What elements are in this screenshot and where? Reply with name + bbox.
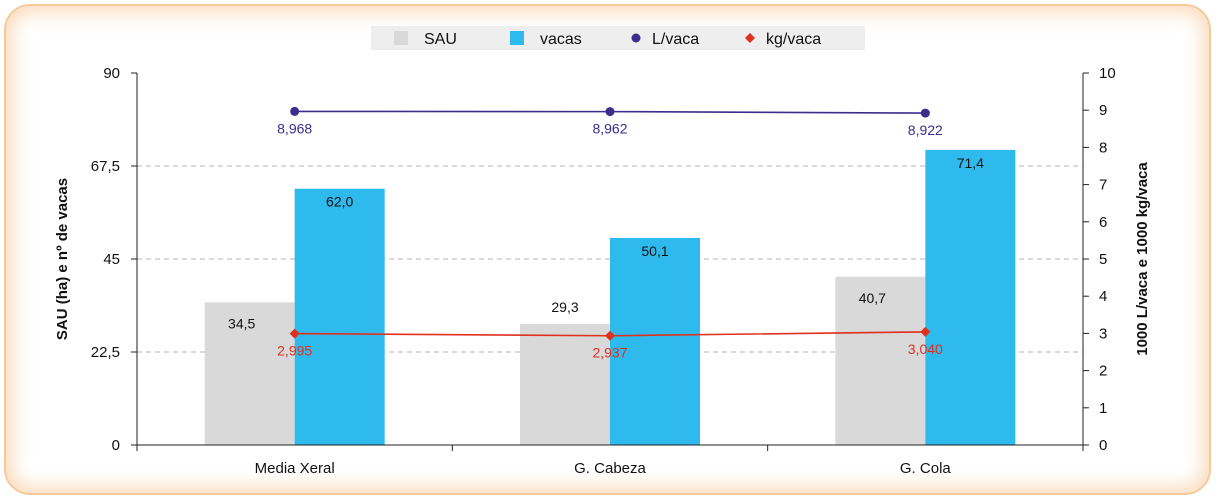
legend-label: kg/vaca (766, 31, 821, 48)
y-axis-title: SAU (ha) e nº de vacas (54, 178, 71, 340)
legend (371, 26, 865, 50)
legend-marker-diamond (745, 33, 755, 43)
y2-tick-label: 4 (1099, 288, 1107, 305)
x-tick-label: G. Cola (900, 460, 952, 477)
y2-tick-label: 6 (1099, 214, 1107, 231)
marker-circle (920, 108, 930, 118)
y2-tick-label: 5 (1099, 251, 1107, 268)
data-label: 29,3 (551, 299, 578, 315)
legend-swatch-vacas (510, 31, 524, 45)
y-tick-label: 22,5 (91, 344, 120, 361)
x-tick-label: G. Cabeza (574, 460, 646, 477)
y2-tick-label: 1 (1099, 400, 1107, 417)
data-label: 3,040 (908, 341, 943, 357)
data-label: 40,7 (859, 290, 886, 306)
y-tick-label: 0 (112, 437, 120, 454)
y2-axis-title: 1000 L/vaca e 1000 kg/vaca (1134, 162, 1151, 356)
data-label: 2,937 (592, 345, 627, 361)
bar-sau (520, 323, 610, 445)
marker-diamond (920, 326, 931, 337)
y2-tick-label: 0 (1099, 437, 1107, 454)
legend-swatch-sau (394, 31, 408, 45)
marker-diamond (605, 330, 615, 341)
marker-circle (290, 106, 300, 116)
data-label: 8,962 (592, 121, 627, 137)
legend-label: vacas (540, 31, 582, 48)
marker-diamond (289, 328, 300, 339)
marker-circle (605, 107, 615, 117)
data-label: 8,922 (908, 122, 943, 138)
legend-marker-circle (631, 33, 641, 43)
legend-label: L/vaca (652, 31, 699, 48)
bar-vacas (925, 149, 1016, 445)
y-tick-label: 45 (103, 251, 120, 268)
legend-label: SAU (424, 31, 457, 48)
bar-sau (204, 302, 295, 445)
data-label: 71,4 (957, 155, 984, 171)
y-tick-label: 90 (103, 65, 120, 82)
y2-tick-label: 2 (1099, 363, 1107, 380)
data-label: 50,1 (641, 243, 668, 259)
x-tick-label: Media Xeral (255, 460, 335, 477)
bar-sau (835, 276, 926, 445)
y2-tick-label: 10 (1099, 65, 1116, 82)
bar-vacas (610, 237, 700, 445)
y2-tick-label: 9 (1099, 102, 1107, 119)
data-label: 34,5 (228, 315, 255, 331)
data-label: 62,0 (326, 194, 353, 210)
data-label: 8,968 (277, 120, 312, 136)
y2-tick-label: 7 (1099, 177, 1107, 194)
y2-tick-label: 8 (1099, 139, 1107, 156)
y2-tick-label: 3 (1099, 325, 1107, 342)
y-tick-label: 67,5 (91, 158, 120, 175)
data-label: 2,995 (277, 343, 312, 359)
bar-vacas (294, 188, 385, 445)
